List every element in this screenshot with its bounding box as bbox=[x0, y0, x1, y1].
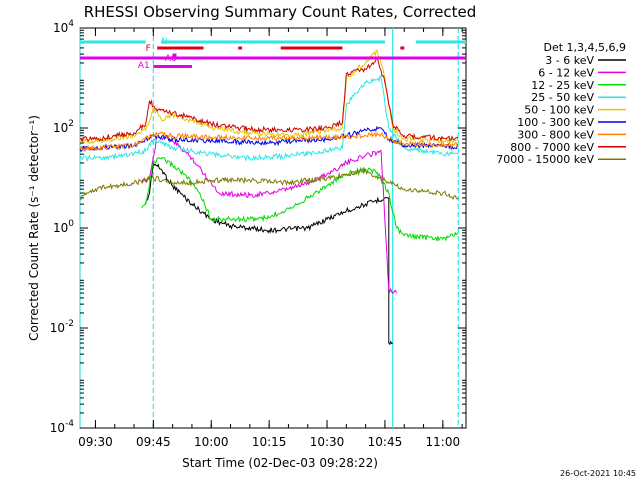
series-line-100-300-kev bbox=[79, 125, 459, 153]
y-tick-label-0: 10-4 bbox=[50, 419, 75, 435]
legend-label-7: 800 - 7000 keV bbox=[510, 141, 594, 154]
series-line-25-50-kev bbox=[79, 74, 459, 163]
status-bar-f-1 bbox=[172, 46, 204, 50]
status-label-f: F bbox=[146, 44, 151, 54]
x-tick-label-1: 09:45 bbox=[136, 435, 171, 449]
plot-frame bbox=[79, 27, 467, 429]
y-tick-label-3: 102 bbox=[53, 119, 74, 135]
x-tick-label-3: 10:15 bbox=[252, 435, 287, 449]
series-line-12-25-kev bbox=[141, 156, 459, 242]
y-tick-label-1: 10-2 bbox=[50, 319, 74, 335]
series-line-6-12-kev bbox=[141, 134, 397, 294]
x-tick-label-2: 10:00 bbox=[194, 435, 229, 449]
x-tick-label-0: 09:30 bbox=[78, 435, 113, 449]
series-line-3-6-kev bbox=[145, 161, 393, 346]
status-bar-f-3 bbox=[280, 46, 343, 50]
series-line-50-100-kev bbox=[79, 49, 459, 145]
timestamp: 26-Oct-2021 10:45 bbox=[560, 469, 636, 478]
series-line-800-7000-kev bbox=[79, 57, 459, 144]
legend-label-0: 3 - 6 keV bbox=[545, 54, 594, 67]
status-bar-a0-0 bbox=[172, 53, 177, 57]
status-bar-n-0 bbox=[80, 40, 146, 44]
status-bar-f-4 bbox=[400, 46, 405, 50]
legend-label-3: 25 - 50 keV bbox=[531, 91, 594, 104]
legend-label-8: 7000 - 15000 keV bbox=[496, 153, 594, 166]
series-line-7000-15000-kev bbox=[79, 168, 459, 201]
status-bar-n-2 bbox=[415, 40, 466, 44]
x-axis-label: Start Time (02-Dec-03 09:28:22) bbox=[182, 456, 378, 470]
legend-title: Det 1,3,4,5,6,9 bbox=[543, 41, 626, 54]
status-bar-n-1 bbox=[161, 40, 385, 44]
y-tick-label-2: 100 bbox=[53, 219, 74, 235]
x-tick-label-5: 10:45 bbox=[368, 435, 403, 449]
x-tick-label-4: 10:30 bbox=[310, 435, 345, 449]
legend-label-5: 100 - 300 keV bbox=[517, 116, 594, 129]
status-bar-a1-sub-0 bbox=[153, 65, 192, 68]
status-bar-f-2 bbox=[238, 46, 243, 50]
status-label-a1: A1 bbox=[138, 61, 150, 71]
legend-label-6: 300 - 800 keV bbox=[517, 128, 594, 141]
legend-label-2: 12 - 25 keV bbox=[531, 79, 594, 92]
x-tick-label-6: 11:00 bbox=[426, 435, 461, 449]
status-bar-a1-0 bbox=[80, 56, 466, 60]
chart-title: RHESSI Observing Summary Count Rates, Co… bbox=[84, 3, 477, 21]
y-tick-label-4: 104 bbox=[53, 19, 74, 35]
plot-area: 09:30 09:45 10:00 10:15 10:30 10:45 11:00 10-4 1… bbox=[50, 19, 467, 449]
status-label-a0: A0 bbox=[165, 54, 177, 64]
legend-label-4: 50 - 100 keV bbox=[524, 104, 594, 117]
y-axis-label: Corrected Count Rate (s⁻¹ detector⁻¹) bbox=[27, 115, 41, 341]
series-line-300-800-kev bbox=[79, 131, 459, 153]
status-bar-f-0 bbox=[157, 46, 173, 50]
legend-label-1: 6 - 12 keV bbox=[538, 66, 594, 79]
status-label-n: N bbox=[161, 37, 168, 47]
